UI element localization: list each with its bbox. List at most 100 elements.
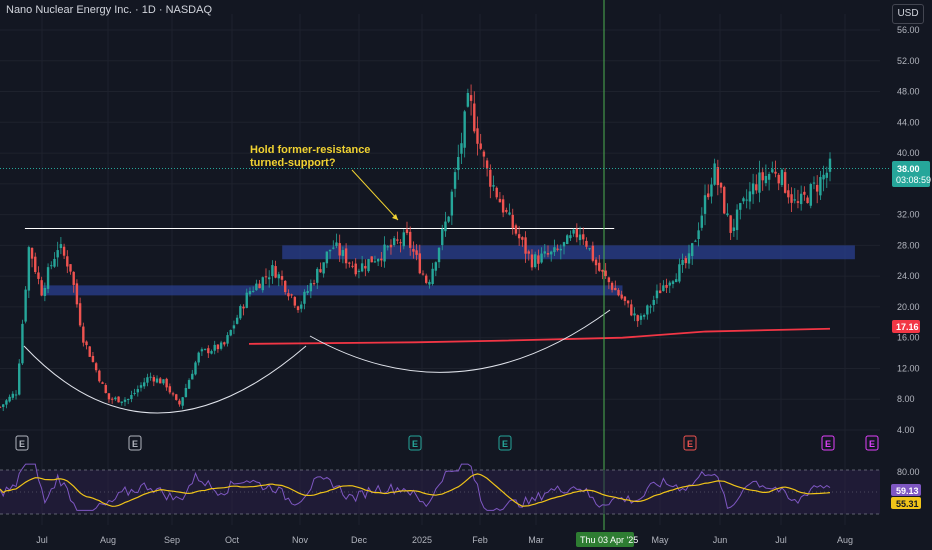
- candle-body: [418, 253, 422, 274]
- candle-body: [726, 213, 729, 216]
- candle-body: [200, 349, 204, 352]
- candle-body: [719, 182, 723, 188]
- candle-body: [652, 299, 655, 305]
- candle-body: [133, 392, 136, 394]
- x-tick-label: Mar: [528, 535, 544, 545]
- candle-body: [332, 247, 335, 249]
- event-marker[interactable]: E: [498, 435, 512, 451]
- candle-body: [207, 348, 210, 354]
- candle-body: [78, 303, 82, 326]
- candle-body: [267, 277, 271, 280]
- candle-body: [441, 228, 444, 246]
- candle-body: [549, 251, 553, 255]
- event-marker[interactable]: E: [683, 435, 697, 451]
- candle-body: [620, 294, 623, 299]
- candle-body: [40, 280, 43, 296]
- candle-body: [392, 238, 396, 246]
- candle-body: [694, 240, 697, 242]
- x-tick-label: Jul: [775, 535, 787, 545]
- event-marker[interactable]: E: [865, 435, 879, 451]
- candle-body: [790, 194, 793, 203]
- candle-body: [437, 247, 441, 263]
- candle-body: [569, 235, 572, 239]
- candle-body: [716, 167, 720, 186]
- candle-body: [322, 262, 325, 274]
- candle-body: [626, 300, 630, 304]
- candle-body: [239, 306, 242, 319]
- candle-body: [463, 111, 466, 148]
- candle-body: [300, 304, 303, 309]
- support-resistance-zones: [41, 245, 855, 296]
- candle-body: [697, 230, 700, 240]
- candle-body: [0, 406, 2, 408]
- rsi-ma-line: [0, 473, 831, 507]
- candle-body: [14, 394, 18, 396]
- y-tick-label: 12.00: [897, 363, 920, 373]
- candle-body: [319, 269, 322, 273]
- candle-body: [787, 190, 790, 198]
- candle-body: [460, 143, 463, 154]
- candle-body: [178, 400, 181, 405]
- candle-body: [742, 198, 745, 202]
- event-marker[interactable]: E: [821, 435, 835, 451]
- last-price-tag: 38.00 03:08:59: [892, 161, 931, 187]
- candle-body: [85, 341, 88, 346]
- event-marker[interactable]: E: [128, 435, 142, 451]
- moving-average-line: [248, 327, 831, 345]
- candle-body: [335, 242, 338, 246]
- candle-body: [444, 221, 447, 232]
- candle-body: [27, 247, 31, 291]
- y-tick-label: 56.00: [897, 25, 920, 35]
- candle-body: [572, 229, 575, 234]
- candle-body: [681, 259, 684, 265]
- candle-body: [43, 287, 47, 296]
- cup-arcs: [23, 309, 611, 414]
- x-tick-label: 2025: [412, 535, 432, 545]
- candle-body: [771, 169, 774, 173]
- candle-body: [383, 244, 386, 262]
- candle-body: [505, 210, 508, 212]
- candle-body: [655, 290, 659, 299]
- x-tick-label: Oct: [225, 535, 240, 545]
- currency-button[interactable]: USD: [892, 4, 924, 24]
- candle-body: [59, 244, 63, 249]
- event-marker[interactable]: E: [15, 435, 29, 451]
- candle-body: [671, 281, 675, 284]
- y-tick-label: 52.00: [897, 56, 920, 66]
- candle-body: [492, 185, 495, 187]
- candle-body: [575, 228, 579, 238]
- candle-body: [457, 157, 460, 171]
- candle-body: [803, 191, 806, 195]
- candle-body: [546, 253, 550, 255]
- candle-body: [162, 379, 165, 384]
- event-marker[interactable]: E: [408, 435, 422, 451]
- candle-body: [30, 247, 34, 259]
- candle-body: [37, 272, 40, 279]
- candle-body: [530, 254, 534, 268]
- candle-body: [485, 160, 489, 169]
- candle-body: [94, 363, 98, 371]
- candle-body: [434, 262, 438, 271]
- x-tick-label: Feb: [472, 535, 488, 545]
- event-label: E: [132, 439, 138, 449]
- ma-price: 17.16: [896, 322, 919, 332]
- candle-body: [114, 397, 117, 400]
- candle-body: [501, 199, 505, 213]
- candle-body: [146, 377, 149, 383]
- candle-body: [755, 184, 758, 191]
- candle-body: [155, 378, 159, 383]
- candle-body: [425, 275, 428, 283]
- candle-body: [450, 191, 454, 216]
- candle-body: [511, 214, 514, 228]
- candle-body: [325, 251, 329, 264]
- candle-body: [341, 250, 345, 256]
- candle-body: [604, 270, 607, 277]
- candle-body: [700, 215, 704, 228]
- candle-body: [796, 201, 800, 203]
- candle-body: [274, 266, 277, 278]
- annotation-arrowhead: [392, 214, 398, 220]
- candle-body: [607, 277, 611, 283]
- candle-body: [777, 174, 780, 184]
